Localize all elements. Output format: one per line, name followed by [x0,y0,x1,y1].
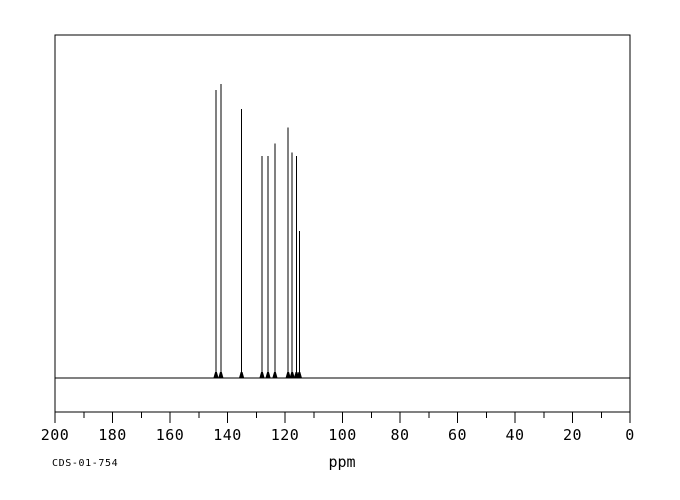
axis-tick-label: 80 [390,426,409,444]
axis-caption-ppm: ppm [328,453,355,471]
axis-tick-label: 0 [625,426,635,444]
axis-tick-label: 180 [98,426,127,444]
axis-tick-label: 160 [156,426,185,444]
axis-tick-label: 200 [41,426,70,444]
peak-traces [213,83,302,378]
axis-tick-label: 60 [448,426,467,444]
axis-tick-marks [54,412,631,423]
axis-tick-labels: 200 180 160 140 120 100 80 60 40 20 0 [41,426,635,444]
axis-tick-label: 120 [271,426,300,444]
axis-tick-label: 100 [328,426,357,444]
axis-tick-label: 40 [505,426,524,444]
sample-id-label: CDS-01-754 [52,458,118,469]
axis-tick-label: 20 [563,426,582,444]
axis-tick-label: 140 [213,426,242,444]
